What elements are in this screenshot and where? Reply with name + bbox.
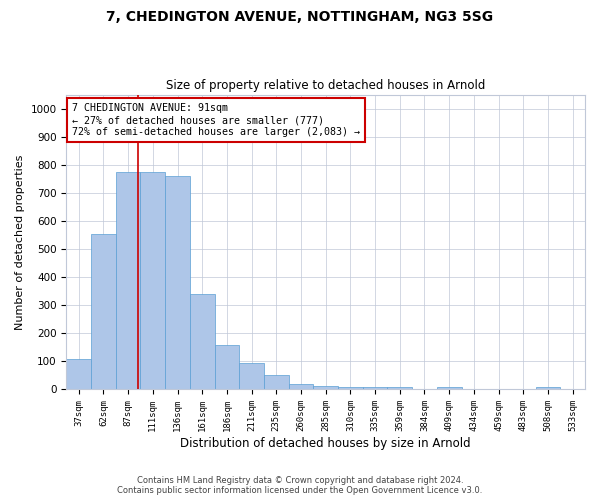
Bar: [190, 294, 215, 390]
Bar: [264, 376, 289, 390]
Bar: [67, 358, 91, 390]
Bar: [338, 386, 363, 390]
Bar: [165, 176, 190, 390]
Y-axis label: Number of detached properties: Number of detached properties: [15, 154, 25, 330]
Text: 7, CHEDINGTON AVENUE, NOTTINGHAM, NG3 5SG: 7, CHEDINGTON AVENUE, NOTTINGHAM, NG3 5S…: [106, 10, 494, 24]
Bar: [289, 384, 313, 390]
Bar: [239, 363, 264, 390]
Bar: [536, 386, 560, 390]
Title: Size of property relative to detached houses in Arnold: Size of property relative to detached ho…: [166, 79, 485, 92]
Bar: [91, 234, 116, 390]
Bar: [388, 386, 412, 390]
Text: 7 CHEDINGTON AVENUE: 91sqm
← 27% of detached houses are smaller (777)
72% of sem: 7 CHEDINGTON AVENUE: 91sqm ← 27% of deta…: [71, 104, 359, 136]
Bar: [215, 344, 239, 390]
Bar: [363, 386, 388, 390]
Bar: [437, 387, 461, 390]
Bar: [140, 172, 165, 390]
Bar: [116, 172, 140, 390]
X-axis label: Distribution of detached houses by size in Arnold: Distribution of detached houses by size …: [181, 437, 471, 450]
Bar: [313, 386, 338, 390]
Text: Contains HM Land Registry data © Crown copyright and database right 2024.
Contai: Contains HM Land Registry data © Crown c…: [118, 476, 482, 495]
